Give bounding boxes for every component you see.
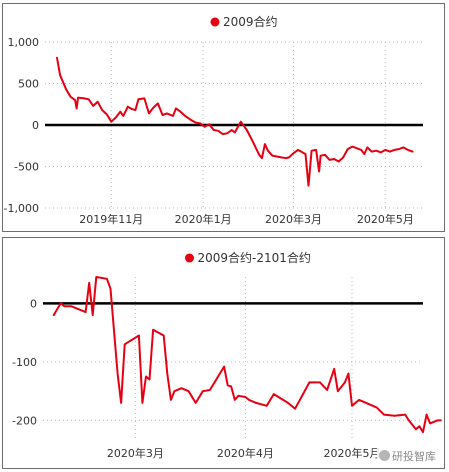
watermark: 研投智库 (377, 448, 438, 464)
legend-marker (185, 253, 194, 263)
legend[interactable]: 2009合约 (210, 14, 278, 29)
y-tick-label: -200 (12, 414, 37, 427)
x-tick-label: 2020年3月 (107, 446, 164, 460)
series-line (56, 56, 414, 187)
legend[interactable]: 2009合约-2101合约 (185, 250, 311, 265)
watermark-text: 研投智库 (392, 450, 436, 463)
x-tick-label: 2020年3月 (265, 212, 322, 226)
y-tick-label: -500 (14, 161, 39, 174)
x-tick-label: 2020年4月 (217, 446, 274, 460)
y-tick-label: 0 (30, 297, 37, 310)
chart-2009: 2009合约 1,000 500 0 -500 -1,000 2019年11月 2020年1月… (4, 14, 423, 226)
legend-marker (210, 17, 220, 27)
chart-panel-spread: 2009合约-2101合约 0 -100 -200 2020年3月 2020年4月 2020… (2, 237, 445, 469)
y-tick-label: 500 (18, 78, 39, 91)
x-tick-label: 2020年1月 (175, 212, 232, 226)
series-line (52, 276, 442, 434)
y-tick-label: 1,000 (8, 36, 40, 49)
x-tick-label: 2020年5月 (357, 212, 414, 226)
legend-label: 2009合约-2101合约 (198, 250, 311, 265)
x-tick-label: 2020年5月 (323, 446, 380, 460)
chart-2009-2101-spread: 2009合约-2101合约 0 -100 -200 2020年3月 2020年4月 2020… (12, 250, 442, 460)
chart-panel-2009: 2009合约 1,000 500 0 -500 -1,000 2019年11月 2020年1月… (2, 3, 445, 232)
x-tick-label: 2019年11月 (79, 212, 143, 226)
legend-label: 2009合约 (223, 14, 278, 29)
wechat-icon (379, 450, 390, 461)
y-tick-label: -100 (12, 356, 37, 369)
y-tick-label: -1,000 (4, 202, 39, 215)
y-tick-label: 0 (32, 119, 39, 132)
